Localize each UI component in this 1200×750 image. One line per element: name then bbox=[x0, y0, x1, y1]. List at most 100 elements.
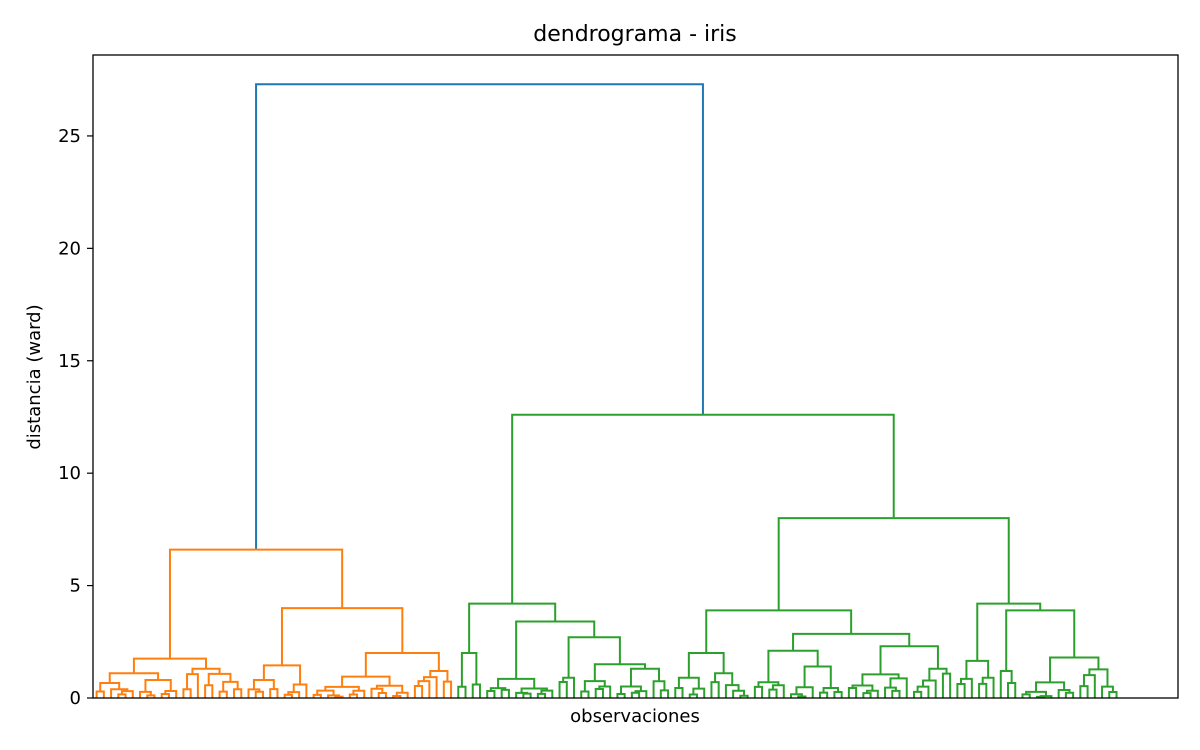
dendrogram-link bbox=[861, 673, 900, 686]
dendrogram-link bbox=[630, 691, 641, 698]
dendrogram-link bbox=[792, 632, 911, 651]
dendrogram-link bbox=[422, 676, 438, 698]
dendrogram-link bbox=[1035, 681, 1066, 692]
dendrogram-link bbox=[522, 692, 532, 698]
y-tick-label: 10 bbox=[58, 463, 81, 484]
dendrogram-link bbox=[1108, 690, 1118, 698]
dendrogram-link bbox=[567, 636, 621, 678]
dendrogram-link bbox=[865, 689, 879, 698]
dendrogram-link bbox=[928, 667, 948, 681]
dendrogram-link bbox=[594, 688, 604, 698]
dendrogram-link bbox=[132, 657, 208, 674]
dendrogram-link bbox=[1007, 681, 1017, 698]
dendrogram-link bbox=[620, 685, 642, 695]
chart-title: dendrograma - iris bbox=[533, 22, 737, 47]
dendrogram-link bbox=[598, 685, 612, 698]
dendrogram-link bbox=[146, 694, 156, 698]
y-tick-label: 0 bbox=[70, 688, 81, 709]
dendrogram-link bbox=[732, 689, 745, 698]
y-axis-label: distancia (ward) bbox=[24, 304, 45, 449]
dendrogram-link bbox=[677, 676, 700, 689]
dendrogram-link bbox=[692, 687, 706, 698]
dendrogram-link bbox=[912, 690, 923, 698]
dendrogram-link bbox=[616, 693, 626, 698]
dendrogram-link bbox=[160, 693, 170, 698]
dendrogram-link bbox=[687, 652, 725, 678]
dendrogram-link bbox=[879, 645, 939, 675]
dendrogram-link bbox=[768, 688, 778, 698]
dendrogram-link bbox=[965, 659, 990, 679]
dendrogram-link bbox=[139, 690, 152, 698]
dendrogram-link bbox=[312, 693, 322, 698]
dendrogram-link bbox=[207, 672, 232, 686]
dendrogram-link bbox=[1088, 668, 1109, 687]
dendrogram-links bbox=[95, 83, 1118, 698]
dendrogram-link bbox=[352, 689, 366, 698]
dendrogram-link bbox=[797, 695, 807, 698]
dendrogram-link bbox=[922, 679, 937, 698]
dendrogram-link bbox=[818, 691, 829, 698]
plot-frame bbox=[92, 54, 1179, 699]
dendrogram-link bbox=[364, 652, 440, 677]
dendrogram-link bbox=[1082, 674, 1096, 698]
dendrogram-link bbox=[460, 652, 478, 687]
dendrogram-link bbox=[583, 680, 606, 692]
dendrogram-link bbox=[767, 649, 819, 683]
dendrogram-link bbox=[1025, 690, 1047, 697]
y-tick-label: 25 bbox=[58, 126, 81, 147]
dendrogram-link bbox=[417, 680, 431, 698]
dendrogram-link bbox=[520, 687, 548, 693]
dendrogram-link bbox=[511, 413, 895, 604]
dendrogram-link bbox=[395, 691, 409, 698]
dendrogram-link bbox=[120, 690, 134, 698]
dendrogram-link bbox=[316, 689, 335, 696]
dendrogram-link bbox=[334, 695, 344, 698]
dendrogram-link bbox=[1049, 656, 1100, 683]
dendrogram-link bbox=[413, 685, 424, 698]
dendrogram-link bbox=[254, 690, 264, 698]
x-axis-label: observaciones bbox=[570, 706, 700, 727]
dendrogram-link bbox=[753, 685, 764, 698]
dendrogram-link bbox=[1057, 688, 1071, 698]
dendrogram-link bbox=[659, 689, 670, 698]
dendrogram-link bbox=[222, 680, 239, 692]
dendrogram-link bbox=[108, 672, 160, 683]
dendrogram-link bbox=[757, 681, 780, 687]
dendrogram-link bbox=[562, 676, 576, 698]
dendrogram-link bbox=[375, 684, 404, 693]
dendrogram-link bbox=[99, 681, 121, 692]
dendrogram-link bbox=[847, 687, 858, 698]
dendrogram-link bbox=[287, 691, 301, 698]
dendrogram-link bbox=[497, 677, 536, 689]
dendrogram-link bbox=[629, 667, 661, 687]
dendrogram-link bbox=[471, 683, 481, 698]
dendrogram-link bbox=[269, 688, 279, 698]
dendrogram-link bbox=[247, 688, 261, 698]
dendrogram-link bbox=[377, 691, 387, 698]
dendrogram-link bbox=[536, 692, 547, 698]
dendrogram-link bbox=[292, 683, 308, 698]
dendrogram-link bbox=[1101, 685, 1114, 698]
dendrogram-link bbox=[833, 691, 843, 698]
y-tick-label: 20 bbox=[58, 238, 81, 259]
dendrogram-link bbox=[486, 690, 496, 698]
dendrogram-link bbox=[652, 680, 666, 698]
dendrogram-link bbox=[795, 686, 814, 698]
y-tick-label: 15 bbox=[58, 351, 81, 372]
dendrogram-link bbox=[280, 607, 404, 666]
dendrogram-link bbox=[95, 690, 105, 698]
dendrogram-link bbox=[916, 685, 930, 698]
dendrogram-link bbox=[688, 693, 698, 698]
y-axis: 0 5 10 15 20 25 bbox=[58, 126, 93, 709]
dendrogram-link bbox=[891, 689, 901, 698]
dendrogram-link bbox=[777, 517, 1010, 611]
dendrogram-link bbox=[515, 620, 596, 679]
dendrogram-link bbox=[252, 679, 275, 690]
dendrogram-link bbox=[1064, 691, 1075, 698]
dendrogram-link bbox=[1021, 693, 1031, 698]
dendrogram-link bbox=[593, 663, 646, 682]
dendrogram-link bbox=[186, 673, 199, 698]
dendrogram-link bbox=[457, 685, 467, 698]
dendrogram-link bbox=[790, 693, 803, 698]
